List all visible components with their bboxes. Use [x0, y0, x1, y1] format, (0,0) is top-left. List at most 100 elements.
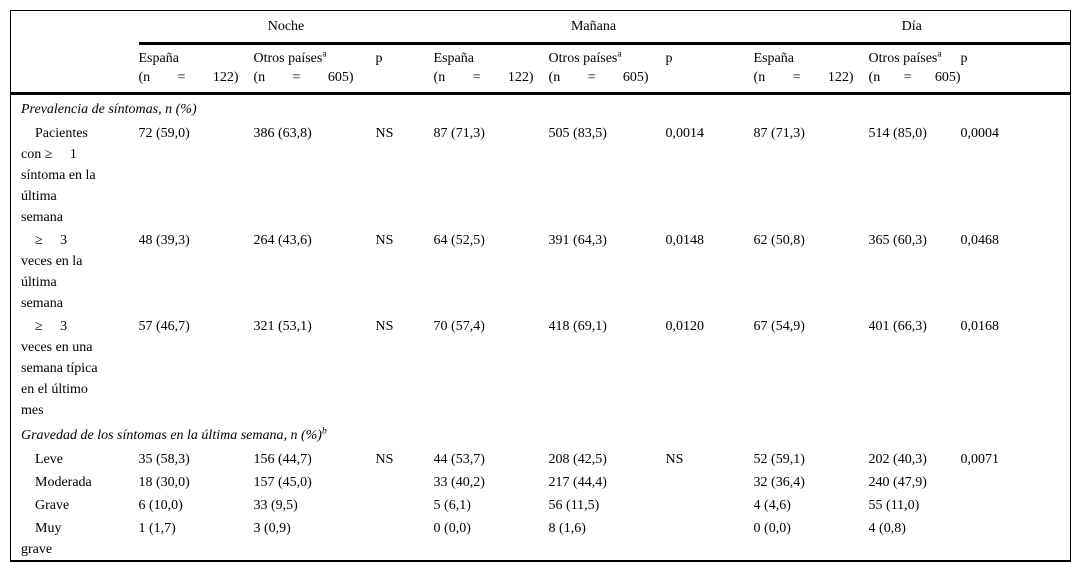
value-cell: 0,0120	[665, 319, 705, 334]
value-cell: 391 (64,3)	[548, 233, 607, 248]
row-label-line: Pacientes	[35, 126, 88, 141]
row-label-line: veces en la	[21, 254, 83, 269]
column-header-otros-paises-manana: Otros paísesa (n = 605)	[548, 43, 666, 95]
value-cell: 87 (71,3)	[433, 126, 485, 141]
row-label: Pacientes con ≥ 1 síntoma en la última seman…	[11, 121, 139, 228]
value-cell: 157 (45,0)	[253, 475, 312, 490]
value-cell: 1 (1,7)	[138, 521, 176, 536]
column-label: España	[138, 51, 179, 66]
row-label: ≥ 3 veces en una semana típica en el último…	[11, 314, 139, 421]
section-title-row: Prevalencia de síntomas, n (%)	[11, 94, 1071, 122]
value-cell: NS	[375, 233, 394, 248]
column-header-row: España (n = 122) Otros paísesa (n = 605)…	[10, 43, 1071, 95]
table-body: Prevalencia de síntomas, n (%) Pacientes c…	[11, 94, 1071, 562]
value-cell: 240 (47,9)	[868, 475, 927, 490]
value-cell: 4 (4,6)	[753, 498, 791, 513]
value-cell	[961, 516, 1071, 561]
group-header-noche: Noche	[138, 10, 434, 45]
section-title: Gravedad de los síntomas en la última se…	[21, 426, 327, 443]
value-cell: 44 (53,7)	[433, 452, 485, 467]
row-label: Leve	[11, 447, 139, 470]
value-cell: 5 (6,1)	[433, 498, 471, 513]
table-row: Muy grave 1 (1,7) 3 (0,9) 0 (0,0) 8 (1,6) 0 (0…	[11, 516, 1071, 561]
value-cell: 0,0014	[665, 126, 705, 141]
column-header-espana-noche: España (n = 122)	[138, 43, 254, 95]
row-label-line: veces en una	[21, 340, 93, 355]
value-cell: 64 (52,5)	[433, 233, 485, 248]
row-label-line: mes	[21, 403, 44, 418]
group-header-dia: Día	[753, 10, 1071, 45]
value-cell	[961, 493, 1071, 516]
value-cell: 0,0071	[960, 452, 1000, 467]
row-label-line: semana	[21, 296, 63, 311]
column-n: (n = 605)	[548, 70, 649, 85]
value-cell: 0,0004	[960, 126, 1000, 141]
row-label-line: última	[21, 189, 57, 204]
row-label-line: última	[21, 275, 57, 290]
value-cell: 264 (43,6)	[253, 233, 312, 248]
group-header-manana: Mañana	[433, 10, 754, 45]
corner-cell	[10, 43, 139, 95]
value-cell: 386 (63,8)	[253, 126, 312, 141]
value-cell: 0,0148	[665, 233, 705, 248]
column-n: (n = 605)	[868, 70, 961, 85]
column-label: p	[665, 51, 673, 66]
row-label-line: en el último	[21, 382, 88, 397]
column-label: p	[375, 51, 383, 66]
value-cell: 62 (50,8)	[753, 233, 805, 248]
column-n: (n = 122)	[433, 70, 534, 85]
footnote-marker: a	[937, 49, 942, 60]
value-cell: 70 (57,4)	[433, 319, 485, 334]
value-cell: 18 (30,0)	[138, 475, 190, 490]
value-cell: 32 (36,4)	[753, 475, 805, 490]
table-row: ≥ 3 veces en una semana típica en el último…	[11, 314, 1071, 421]
row-label-line: Muy	[35, 521, 62, 536]
table-row: ≥ 3 veces en la última semana 48 (39,3) 264 (…	[11, 228, 1071, 314]
row-label: Moderada	[11, 470, 139, 493]
value-cell: 217 (44,4)	[548, 475, 607, 490]
value-cell: 72 (59,0)	[138, 126, 190, 141]
value-cell: 87 (71,3)	[753, 126, 805, 141]
column-header-otros-paises-noche: Otros paísesa (n = 605)	[253, 43, 376, 95]
value-cell: NS	[375, 126, 394, 141]
value-cell: 4 (0,8)	[868, 521, 906, 536]
value-cell: 418 (69,1)	[548, 319, 607, 334]
value-cell: 202 (40,3)	[868, 452, 927, 467]
value-cell	[666, 470, 754, 493]
table-row: Moderada 18 (30,0) 157 (45,0) 33 (40,2) 217 …	[11, 470, 1071, 493]
value-cell: 55 (11,0)	[868, 498, 920, 513]
table-row: Pacientes con ≥ 1 síntoma en la última seman…	[11, 121, 1071, 228]
column-n: (n = 122)	[138, 70, 239, 85]
value-cell: 505 (83,5)	[548, 126, 607, 141]
column-label: España	[753, 51, 794, 66]
value-cell: 156 (44,7)	[253, 452, 312, 467]
results-table: Noche Mañana Día España (n = 122) Otros …	[10, 10, 1072, 562]
row-label-line: Grave	[35, 498, 70, 513]
table-row: Leve 35 (58,3) 156 (44,7) NS 44 (53,7) 208 (4…	[11, 447, 1071, 470]
group-header-row: Noche Mañana Día	[11, 10, 1071, 45]
column-header-otros-paises-dia: Otros paísesa (n = 605)	[868, 43, 961, 95]
value-cell: 0,0168	[960, 319, 1000, 334]
value-cell: 35 (58,3)	[138, 452, 190, 467]
value-cell	[666, 493, 754, 516]
row-label-line: síntoma en la	[21, 168, 96, 183]
value-cell	[666, 516, 754, 561]
row-label-line: grave	[21, 542, 53, 557]
column-header-espana-dia: España (n = 122)	[753, 43, 869, 95]
corner-cell	[11, 11, 139, 44]
column-header-espana-manana: España (n = 122)	[433, 43, 549, 95]
row-label: ≥ 3 veces en la última semana	[11, 228, 139, 314]
footnote-marker: a	[322, 49, 327, 60]
footnote-marker: b	[321, 426, 327, 437]
column-label: Otros países	[548, 51, 618, 66]
row-label-line: con ≥ 1	[21, 147, 77, 162]
value-cell: 56 (11,5)	[548, 498, 600, 513]
value-cell: 48 (39,3)	[138, 233, 190, 248]
column-label: Otros países	[868, 51, 938, 66]
footnote-marker: a	[617, 49, 622, 60]
value-cell: 33 (9,5)	[253, 498, 298, 513]
column-label: Otros países	[253, 51, 323, 66]
section-title-row: Gravedad de los síntomas en la última se…	[11, 421, 1071, 447]
value-cell: 208 (42,5)	[548, 452, 607, 467]
value-cell	[376, 516, 434, 561]
